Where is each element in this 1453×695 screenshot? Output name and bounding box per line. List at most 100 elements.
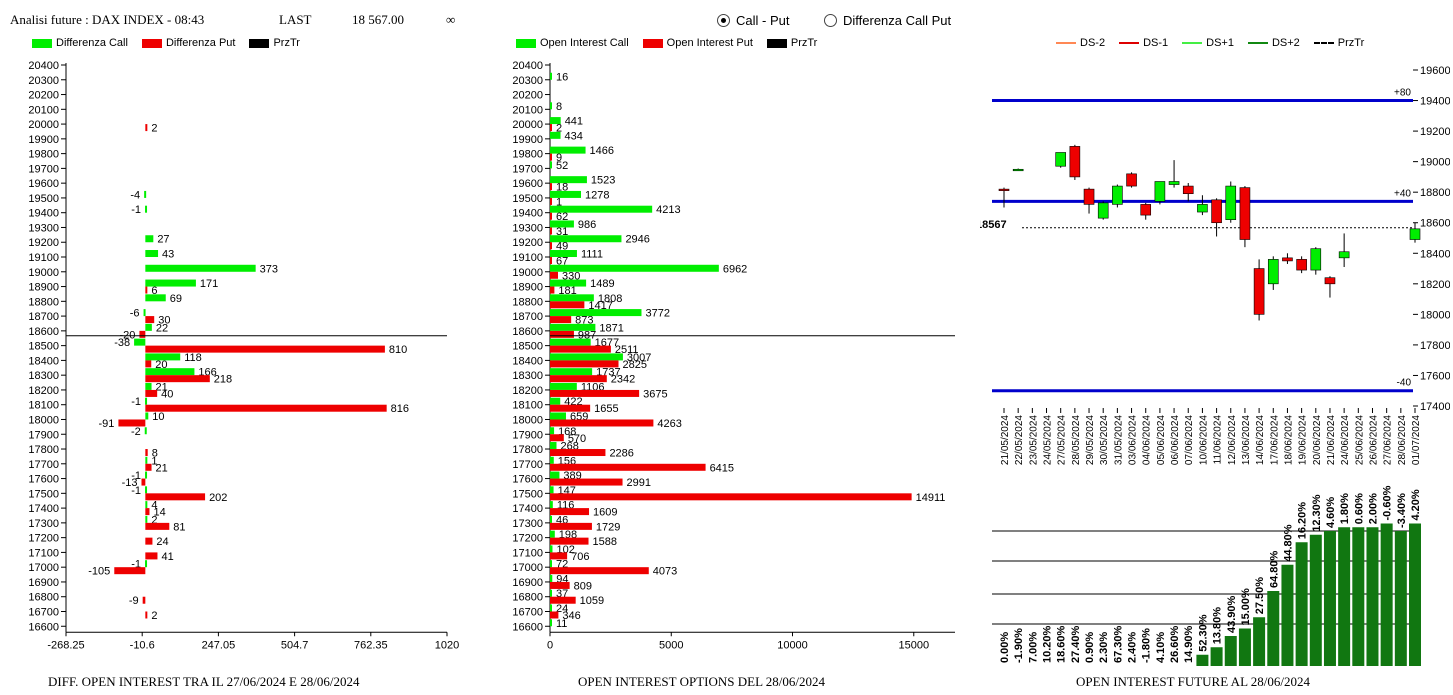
- bar-value-label: 81: [173, 521, 185, 533]
- bar: [550, 404, 591, 412]
- bar: [114, 567, 146, 575]
- bar-value-label: 373: [260, 263, 278, 275]
- bar-value-label: 202: [209, 492, 227, 504]
- bar: [550, 257, 552, 265]
- bar: [144, 427, 147, 435]
- legend-item: PrzTr: [1313, 37, 1364, 49]
- bar: [550, 279, 587, 287]
- bar-value-label: -1: [131, 559, 141, 571]
- radio-differenza-label: Differenza Call Put: [843, 13, 952, 28]
- y-tick-label: 18500: [28, 341, 59, 353]
- y-tick-label: 18500: [512, 341, 543, 353]
- infinity-icon[interactable]: ∞: [446, 12, 456, 27]
- bar: [550, 235, 622, 243]
- bar: [144, 190, 147, 198]
- y-tick-label: 17200: [28, 533, 59, 545]
- candle-body: [1225, 185, 1237, 220]
- y-tick-label: 17900: [512, 429, 543, 441]
- oi-value-label: 12.30%: [1311, 494, 1323, 532]
- legend-label: DS-2: [1080, 37, 1106, 49]
- date-label: 22/05/2024: [1014, 415, 1025, 465]
- bar-value-label: 2: [151, 514, 157, 526]
- y-tick-label: 16600: [28, 621, 59, 633]
- oi-value-label: -1.80%: [1141, 628, 1153, 663]
- y-tick-label: 18600: [1420, 218, 1450, 230]
- y-tick-label: 18400: [1420, 248, 1450, 260]
- bar: [550, 271, 559, 279]
- oi-bar: [1394, 531, 1407, 666]
- bar-value-label: 1: [151, 455, 157, 467]
- candle-body: [1282, 257, 1293, 262]
- date-label: 10/06/2024: [1198, 415, 1209, 465]
- y-tick-label: 20200: [512, 90, 543, 102]
- oi-value-label: 27.40%: [1070, 625, 1082, 663]
- date-label: 05/06/2024: [1156, 415, 1167, 465]
- bar: [550, 72, 552, 80]
- bar-value-label: 8: [556, 101, 562, 113]
- bar-value-label: 1871: [599, 322, 623, 334]
- legend-item: DS-1: [1119, 37, 1168, 49]
- bar: [145, 323, 152, 331]
- date-label: 07/06/2024: [1184, 415, 1195, 465]
- date-label: 24/05/2024: [1043, 415, 1054, 465]
- bar: [550, 442, 557, 450]
- date-label: 31/05/2024: [1113, 415, 1124, 465]
- bar: [145, 345, 385, 353]
- bar-value-label: -1: [131, 396, 141, 408]
- bar-value-label: -1: [131, 470, 141, 482]
- y-tick-label: 19300: [512, 222, 543, 234]
- y-tick-label: 18400: [512, 355, 543, 367]
- last-label: LAST: [279, 12, 312, 27]
- bar: [550, 183, 552, 191]
- bar: [145, 515, 148, 523]
- y-tick-label: 19500: [28, 193, 59, 205]
- y-tick-label: 17600: [1420, 370, 1450, 382]
- line-dsp2: [1247, 42, 1268, 45]
- y-tick-label: 18800: [512, 296, 543, 308]
- bar-value-label: 1: [556, 196, 562, 208]
- bar-value-label: 118: [184, 352, 202, 364]
- bar-value-label: 6: [151, 285, 157, 297]
- bar: [134, 338, 146, 346]
- bar-value-label: 2991: [627, 477, 651, 489]
- bar: [145, 360, 152, 368]
- radio-differenza[interactable]: Differenza Call Put: [824, 13, 951, 28]
- bar-value-label: 14911: [916, 492, 946, 504]
- bar-value-label: 69: [170, 293, 182, 305]
- radio-call-put[interactable]: Call - Put: [717, 13, 789, 28]
- bar: [550, 294, 594, 302]
- candle-body: [1267, 259, 1279, 285]
- bar: [145, 375, 210, 383]
- bar: [145, 463, 152, 471]
- y-tick-label: 17800: [1420, 340, 1450, 352]
- y-tick-label: 19400: [28, 208, 59, 220]
- y-tick-label: 16800: [28, 592, 59, 604]
- bar: [550, 522, 592, 530]
- bar-value-label: 21: [156, 462, 168, 474]
- bar-value-label: 2: [556, 123, 562, 135]
- date-label: 13/06/2024: [1241, 415, 1252, 465]
- oi-bar: [1380, 523, 1393, 666]
- oi-options-chart: 20400 20300 20200 20100 20000 19900 19800 19700…: [512, 60, 955, 651]
- swatch-prztr: [766, 38, 787, 48]
- bar: [550, 301, 585, 309]
- bar: [145, 389, 158, 397]
- bar-value-label: 441: [565, 116, 583, 128]
- bar-value-label: 6962: [723, 263, 747, 275]
- y-tick-label: 19700: [28, 163, 59, 175]
- oi-value-label: 1.80%: [1339, 493, 1351, 524]
- bar-value-label: 1466: [590, 145, 614, 157]
- y-tick-label: 16900: [28, 577, 59, 589]
- oi-bar: [1224, 636, 1237, 666]
- date-label: 17/06/2024: [1269, 415, 1280, 465]
- oi-value-label: 0.90%: [1084, 632, 1096, 663]
- bar-value-label: 40: [161, 388, 173, 400]
- oi-value-label: 14.90%: [1183, 625, 1195, 663]
- y-tick-label: 18300: [28, 370, 59, 382]
- date-label: 21/05/2024: [1000, 415, 1011, 465]
- x-tick-label: 1020: [435, 639, 459, 651]
- bar: [145, 404, 387, 412]
- bar-value-label: 1588: [593, 536, 617, 548]
- candle-body: [1055, 152, 1066, 167]
